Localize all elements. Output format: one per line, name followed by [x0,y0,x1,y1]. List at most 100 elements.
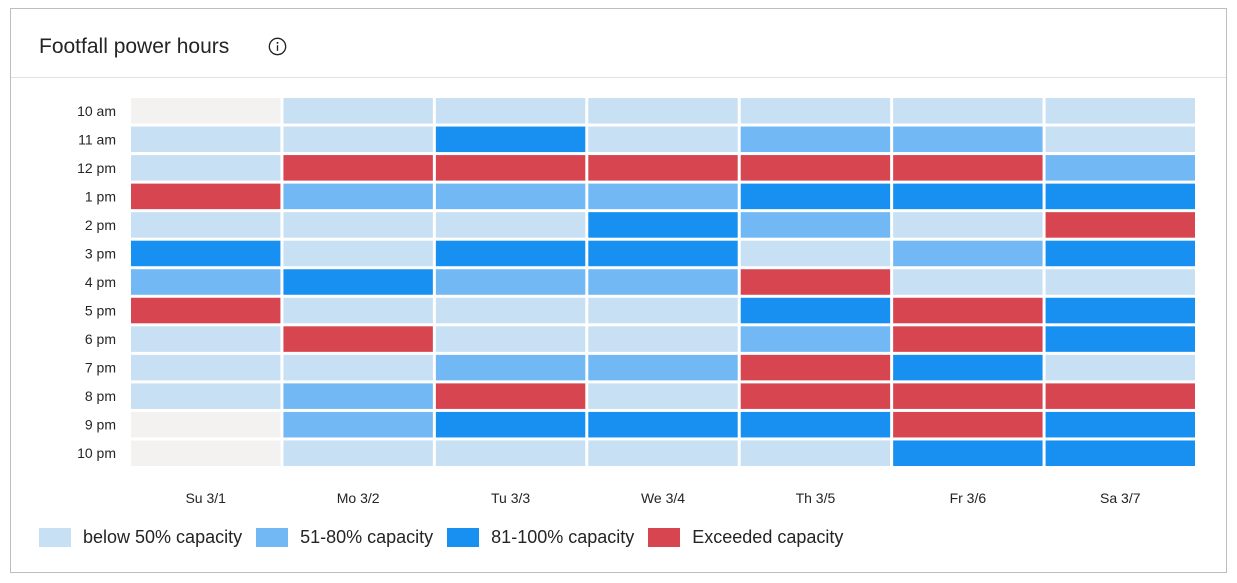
heatmap-cell[interactable] [1045,126,1195,153]
heatmap-cell[interactable] [283,126,433,153]
heatmap-cell[interactable] [893,98,1043,124]
heatmap-cell[interactable] [283,240,433,267]
heatmap-cell[interactable] [131,297,281,324]
heatmap-cell[interactable] [1045,354,1195,381]
heatmap-cell[interactable] [1045,326,1195,352]
heatmap-cell[interactable] [740,155,891,181]
legend-item[interactable]: 81-100% capacity [447,527,634,548]
heatmap-cell[interactable] [740,326,891,352]
heatmap-cell[interactable] [740,383,891,409]
heatmap-cell[interactable] [893,440,1043,466]
heatmap-cell[interactable] [283,212,433,238]
heatmap-cell[interactable] [283,354,433,381]
heatmap-cell[interactable] [435,126,586,153]
heatmap-cell[interactable] [131,326,281,352]
heatmap-cell[interactable] [588,326,738,352]
heatmap-cell[interactable] [893,297,1043,324]
heatmap-cell[interactable] [131,354,281,381]
heatmap-cell[interactable] [131,411,281,438]
heatmap-cell[interactable] [588,240,738,267]
heatmap-cell[interactable] [740,240,891,267]
heatmap-cell[interactable] [283,411,433,438]
legend-item[interactable]: Exceeded capacity [648,527,843,548]
heatmap-cell[interactable] [435,440,586,466]
heatmap-cell[interactable] [740,126,891,153]
heatmap-cell[interactable] [740,212,891,238]
heatmap-cell[interactable] [740,411,891,438]
heatmap-cell[interactable] [893,183,1043,210]
heatmap-cell[interactable] [131,269,281,295]
heatmap-cell[interactable] [283,98,433,124]
legend-item[interactable]: below 50% capacity [39,527,242,548]
info-circle-icon[interactable] [268,37,287,56]
heatmap-chart: 10 am 11 am 12 pm 1 pm 2 pm 3 pm 4 pm 5 pm 6 pm 7… [77,98,1195,506]
heatmap-cell[interactable] [588,183,738,210]
heatmap-cell[interactable] [893,326,1043,352]
heatmap-cell[interactable] [435,354,586,381]
heatmap-cell[interactable] [435,183,586,210]
heatmap-cell[interactable] [588,98,738,124]
heatmap-cell[interactable] [283,326,433,352]
heatmap-cell[interactable] [588,354,738,381]
heatmap-cell[interactable] [283,297,433,324]
heatmap-cell[interactable] [588,383,738,409]
heatmap-cell[interactable] [131,98,281,124]
heatmap-cell[interactable] [1045,383,1195,409]
heatmap-cell[interactable] [131,240,281,267]
heatmap-cell[interactable] [893,240,1043,267]
heatmap-cell[interactable] [435,297,586,324]
heatmap-cell[interactable] [131,126,281,153]
heatmap-cell[interactable] [131,155,281,181]
heatmap-cell[interactable] [283,383,433,409]
heatmap-cell[interactable] [588,155,738,181]
heatmap-cell[interactable] [1045,212,1195,238]
heatmap-cell[interactable] [588,126,738,153]
heatmap-cell[interactable] [131,212,281,238]
y-tick-label: 8 pm [85,388,116,404]
heatmap-cell[interactable] [588,269,738,295]
heatmap-cell[interactable] [740,269,891,295]
legend-item[interactable]: 51-80% capacity [256,527,433,548]
heatmap-cell[interactable] [283,440,433,466]
heatmap-cell[interactable] [740,354,891,381]
heatmap-cell[interactable] [740,440,891,466]
heatmap-cell[interactable] [893,411,1043,438]
heatmap-cell[interactable] [588,411,738,438]
heatmap-cell[interactable] [893,269,1043,295]
heatmap-cell[interactable] [740,98,891,124]
y-tick-label: 1 pm [85,188,116,204]
heatmap-cell[interactable] [893,155,1043,181]
heatmap-cell[interactable] [131,383,281,409]
heatmap-cell[interactable] [435,212,586,238]
heatmap-cell[interactable] [1045,411,1195,438]
heatmap-cell[interactable] [1045,440,1195,466]
heatmap-cell[interactable] [283,183,433,210]
heatmap-cell[interactable] [893,354,1043,381]
heatmap-cell[interactable] [740,183,891,210]
heatmap-cell[interactable] [435,383,586,409]
heatmap-cell[interactable] [1045,269,1195,295]
heatmap-cell[interactable] [893,212,1043,238]
heatmap-cell[interactable] [1045,297,1195,324]
heatmap-cell[interactable] [435,155,586,181]
heatmap-cell[interactable] [435,411,586,438]
heatmap-cell[interactable] [131,183,281,210]
heatmap-cell[interactable] [435,269,586,295]
heatmap-cell[interactable] [131,440,281,466]
heatmap-cell[interactable] [283,155,433,181]
heatmap-cell[interactable] [1045,240,1195,267]
heatmap-cell[interactable] [435,240,586,267]
heatmap-cell[interactable] [588,440,738,466]
heatmap-cell[interactable] [1045,183,1195,210]
heatmap-cell[interactable] [1045,98,1195,124]
heatmap-cell[interactable] [740,297,891,324]
heatmap-cell[interactable] [1045,155,1195,181]
heatmap-cell[interactable] [435,326,586,352]
heatmap-cell[interactable] [588,297,738,324]
heatmap-cell[interactable] [893,383,1043,409]
heatmap-cell[interactable] [283,269,433,295]
heatmap-cell[interactable] [588,212,738,238]
x-tick-label: Tu 3/3 [491,490,530,506]
heatmap-cell[interactable] [435,98,586,124]
heatmap-cell[interactable] [893,126,1043,153]
